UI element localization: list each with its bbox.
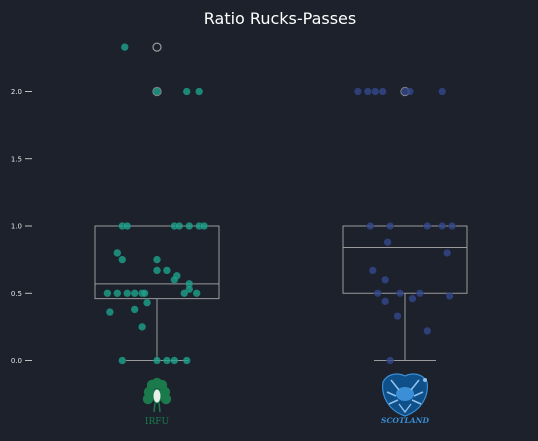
shamrock-rugby-icon: IRFU xyxy=(142,377,172,427)
data-point xyxy=(366,221,375,231)
data-point xyxy=(371,87,380,96)
data-point xyxy=(170,275,179,284)
data-point xyxy=(113,248,122,257)
data-point xyxy=(138,322,147,331)
data-point xyxy=(408,294,417,303)
data-point xyxy=(152,266,162,275)
shamrock-leaf xyxy=(160,393,172,405)
points-scotland xyxy=(353,87,457,365)
data-point xyxy=(185,221,194,231)
shamrock-stem xyxy=(153,402,161,413)
shamrock-leaf xyxy=(142,393,154,405)
data-point xyxy=(423,221,432,231)
data-point xyxy=(130,289,139,298)
data-point xyxy=(192,289,201,298)
data-point xyxy=(182,356,191,365)
box-outlier xyxy=(152,86,162,97)
data-point xyxy=(105,308,114,317)
thistle-spikes xyxy=(386,379,424,405)
irfu-logo-text: IRFU xyxy=(145,417,170,427)
data-point xyxy=(405,87,415,96)
data-point xyxy=(395,289,405,298)
thistle-rugby-icon: SCOTLAND xyxy=(381,373,429,425)
data-point xyxy=(143,298,152,307)
data-point xyxy=(381,297,390,306)
thistle-stem xyxy=(398,403,412,414)
data-point xyxy=(353,87,362,96)
data-point xyxy=(448,221,457,231)
data-point xyxy=(152,87,162,96)
data-point xyxy=(180,289,189,298)
y-tick-label: 1.5 xyxy=(11,155,22,163)
shamrock-leaf xyxy=(146,379,158,391)
data-point xyxy=(363,87,372,96)
data-point xyxy=(170,356,179,365)
y-tick-label: 2.0 xyxy=(11,88,22,96)
data-point xyxy=(118,255,127,264)
y-tick-label: 1.0 xyxy=(11,223,22,231)
data-point xyxy=(445,291,454,300)
logo-dot xyxy=(423,378,427,382)
data-point xyxy=(381,275,390,284)
data-point xyxy=(443,248,452,257)
data-point xyxy=(438,87,447,96)
data-point xyxy=(120,43,129,52)
data-point xyxy=(140,289,149,298)
data-point xyxy=(438,221,447,231)
data-point xyxy=(113,289,122,298)
data-point xyxy=(162,356,171,365)
y-tick-label: 0.5 xyxy=(11,290,22,298)
scotland-logo-text: SCOTLAND xyxy=(381,416,429,425)
box-scotland xyxy=(342,86,468,361)
box-outlier xyxy=(152,42,162,52)
data-point xyxy=(383,238,392,247)
data-point xyxy=(200,221,209,231)
data-point xyxy=(123,289,132,298)
data-point xyxy=(368,266,377,275)
data-point xyxy=(386,356,395,365)
data-point xyxy=(103,289,112,298)
data-point xyxy=(123,221,132,231)
points-irfu xyxy=(103,43,209,365)
data-point xyxy=(175,221,184,231)
data-point xyxy=(423,326,432,335)
shamrock-leaf xyxy=(156,379,168,391)
y-axis: 0.0 0.5 1.0 1.5 2.0 xyxy=(11,88,32,365)
data-point xyxy=(386,221,395,231)
data-point xyxy=(415,289,424,298)
chart-title: Ratio Rucks-Passes xyxy=(204,9,356,28)
data-point xyxy=(152,356,162,365)
data-point xyxy=(130,305,139,314)
data-point xyxy=(118,356,127,365)
data-point xyxy=(162,266,171,275)
data-point xyxy=(195,87,204,96)
y-tick-label: 0.0 xyxy=(11,357,22,365)
rugby-ball xyxy=(152,388,162,404)
data-point xyxy=(378,87,387,96)
data-point xyxy=(393,312,402,321)
thistle-head xyxy=(396,387,414,401)
data-point xyxy=(182,87,191,96)
data-point xyxy=(152,255,162,264)
box-iqr xyxy=(342,225,468,294)
data-point xyxy=(373,289,382,298)
